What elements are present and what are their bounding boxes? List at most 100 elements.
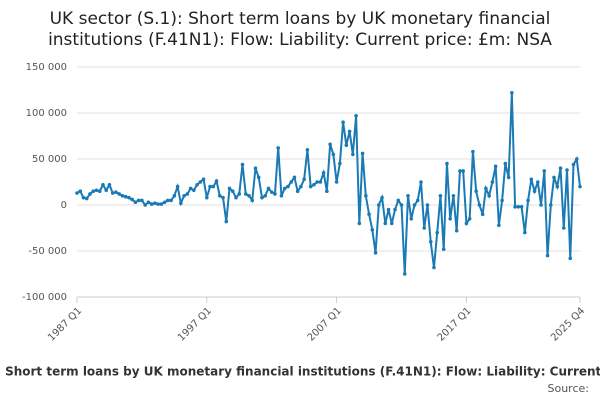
x-tick-label: 2025 Q4 bbox=[549, 305, 587, 343]
point bbox=[461, 169, 465, 173]
point bbox=[273, 192, 277, 196]
legend-entry: UK sector (S.1): Short term loans by UK … bbox=[0, 365, 600, 379]
point bbox=[88, 192, 92, 196]
point bbox=[299, 184, 303, 189]
x-tick-label: 2007 Q1 bbox=[306, 305, 344, 343]
point bbox=[188, 186, 193, 191]
point bbox=[406, 194, 410, 198]
chart-title: UK sector (S.1): Short term loans by UK … bbox=[50, 9, 551, 29]
point bbox=[399, 203, 404, 207]
x-tick-label: 1987 Q1 bbox=[46, 305, 84, 343]
point bbox=[367, 212, 371, 216]
point bbox=[325, 189, 329, 193]
point bbox=[383, 221, 388, 226]
point bbox=[140, 198, 144, 203]
point bbox=[393, 207, 397, 212]
point bbox=[571, 162, 576, 167]
point bbox=[286, 184, 290, 189]
point bbox=[341, 120, 345, 124]
point bbox=[497, 223, 501, 228]
point bbox=[208, 184, 212, 189]
point bbox=[214, 179, 219, 183]
point bbox=[143, 203, 147, 207]
point bbox=[552, 175, 556, 180]
point bbox=[555, 184, 560, 189]
point bbox=[402, 272, 407, 276]
point bbox=[192, 188, 196, 193]
point bbox=[117, 192, 121, 196]
point bbox=[373, 251, 378, 255]
point bbox=[354, 113, 358, 118]
point bbox=[565, 168, 569, 172]
point bbox=[454, 228, 459, 233]
point bbox=[266, 186, 271, 191]
point bbox=[542, 169, 547, 173]
point bbox=[162, 200, 167, 205]
point bbox=[179, 201, 183, 205]
point bbox=[532, 189, 537, 193]
point bbox=[412, 203, 417, 207]
point bbox=[227, 186, 232, 191]
point bbox=[240, 162, 245, 167]
point bbox=[484, 186, 488, 191]
point bbox=[548, 203, 553, 207]
point bbox=[574, 157, 579, 161]
point bbox=[195, 182, 199, 187]
point bbox=[529, 177, 534, 182]
y-tick-label: 150 000 bbox=[26, 62, 67, 73]
point bbox=[81, 195, 86, 200]
point bbox=[500, 198, 504, 203]
point bbox=[490, 180, 495, 184]
point bbox=[175, 184, 180, 189]
point bbox=[198, 180, 203, 184]
y-tick-label: 0 bbox=[61, 200, 67, 211]
point bbox=[415, 198, 420, 203]
point bbox=[94, 188, 99, 193]
point bbox=[321, 171, 326, 175]
point bbox=[237, 192, 242, 196]
point bbox=[234, 195, 238, 200]
point bbox=[295, 189, 300, 193]
point bbox=[256, 175, 261, 180]
y-tick-label: -100 000 bbox=[22, 292, 67, 303]
point bbox=[130, 197, 134, 202]
point bbox=[370, 228, 375, 232]
point bbox=[503, 161, 508, 166]
y-tick-label: -50 000 bbox=[28, 246, 67, 257]
point bbox=[451, 194, 456, 198]
point bbox=[279, 194, 284, 198]
point bbox=[156, 202, 160, 206]
point bbox=[221, 195, 225, 200]
point bbox=[526, 198, 530, 203]
point bbox=[364, 194, 368, 198]
point bbox=[351, 152, 355, 157]
point bbox=[536, 180, 540, 184]
point bbox=[409, 217, 414, 221]
point bbox=[432, 265, 436, 270]
point bbox=[211, 184, 216, 189]
point bbox=[467, 217, 472, 221]
point bbox=[127, 195, 131, 200]
point bbox=[357, 221, 362, 226]
point bbox=[331, 152, 336, 157]
point bbox=[471, 149, 475, 154]
point bbox=[347, 129, 352, 134]
point bbox=[182, 194, 186, 198]
point bbox=[438, 194, 443, 198]
point bbox=[107, 182, 112, 187]
chart-title: institutions (F.41N1): Flow: Liability: … bbox=[48, 30, 552, 50]
point bbox=[292, 175, 297, 180]
point bbox=[523, 230, 527, 235]
point bbox=[253, 166, 258, 170]
point bbox=[123, 194, 128, 199]
point bbox=[334, 180, 339, 184]
point bbox=[84, 196, 89, 201]
point bbox=[260, 195, 264, 200]
point bbox=[318, 180, 323, 184]
point bbox=[302, 177, 306, 182]
x-tick-label: 2017 Q1 bbox=[436, 305, 474, 343]
point bbox=[422, 226, 427, 230]
point bbox=[419, 180, 423, 184]
point bbox=[510, 90, 514, 95]
